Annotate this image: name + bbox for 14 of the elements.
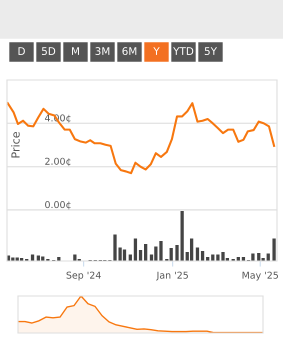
x-tick-label: Sep '24 [66,272,101,281]
x-tick-label: Jan '25 [156,272,188,280]
category-label: YTD [173,47,194,55]
x-tick-label: May '25 [242,272,278,281]
category-label: 3M [95,47,110,56]
category-label: 5D [42,47,56,56]
category-label: Y [153,47,160,55]
y-tick-label: 2.00¢ [45,158,70,166]
category-label: 5Y [204,47,218,56]
y-axis-title: Price [11,132,20,158]
category-label: M [72,47,79,55]
category-label: D [18,47,25,55]
category-label: 6M [122,47,136,56]
y-tick-label: 0.00¢ [45,201,70,210]
